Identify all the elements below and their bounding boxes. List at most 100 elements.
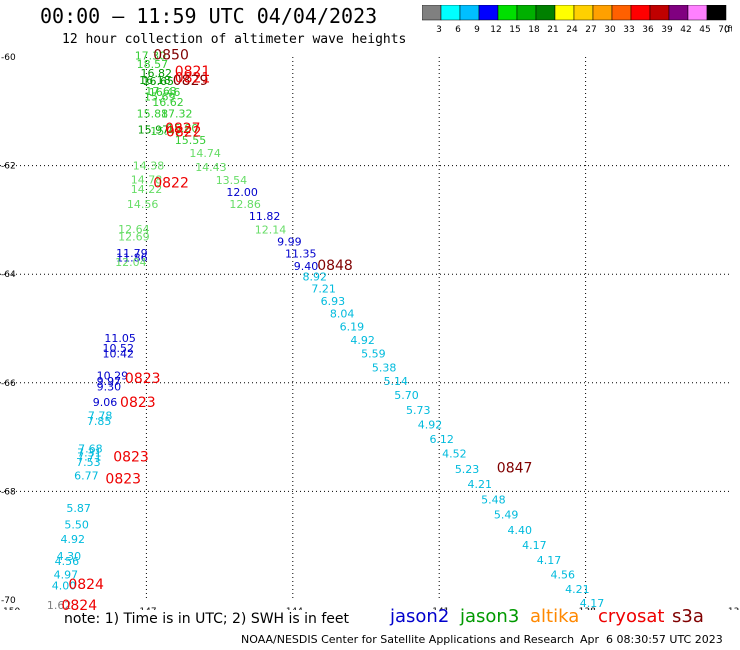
pass-time-label: 0823 (125, 371, 161, 387)
grid-lines (0, 57, 732, 600)
colorbar-label: 18 (528, 25, 540, 35)
units-note: note: 1) Time is in UTC; 2) SWH is in fe… (64, 611, 350, 627)
x-tick-label: -150 (0, 607, 20, 610)
wave-height-label: 14.43 (195, 161, 227, 174)
wave-height-label: 11.86 (116, 252, 148, 265)
pass-time-label: 0824 (61, 598, 97, 610)
wave-height-label: 17.30 (135, 50, 167, 63)
pass-time-label: 0822 (166, 124, 202, 140)
wave-height-label: 7.71 (77, 450, 102, 463)
wave-height-label: 5.59 (361, 347, 386, 360)
pass-time-label: 0821 (175, 71, 211, 87)
wave-height-label: 14.74 (189, 147, 221, 160)
wave-height-label: 7.85 (87, 415, 112, 428)
legend-jason2: jason2 (390, 606, 450, 627)
footer-timestamp: Apr 6 08:30:57 UTC 2023 (580, 633, 723, 646)
wave-height-plot: -150 -147 -144 -141 -138 -13 -60 -62 -64 -66 -68 -7… (0, 48, 740, 610)
wave-height-label: 7.53 (76, 456, 101, 469)
colorbar-unit: (ft) (724, 25, 732, 35)
wave-height-label: 4.52 (442, 448, 467, 461)
wave-height-label: 4.17 (580, 597, 605, 610)
pass-time-label: 0848 (317, 258, 353, 274)
wave-height-label: 4.56 (550, 568, 575, 581)
colorbar-swatch (706, 5, 727, 21)
wave-height-label: 14.38 (133, 159, 165, 172)
y-tick-label: -66 (1, 379, 16, 389)
colorbar-label: 12 (490, 25, 501, 35)
wave-height-label: 4.92 (350, 334, 375, 347)
wave-height-label: 5.49 (494, 509, 518, 522)
wave-height-label: 7.68 (78, 442, 103, 455)
wave-height-label: 9.06 (93, 396, 118, 409)
x-tick-label: -141 (429, 607, 449, 610)
pass-time-labels: 0850082108290821082708220822084808230823… (61, 48, 532, 610)
wave-height-label: 10.42 (102, 347, 134, 360)
wave-height-label: 6.12 (429, 433, 454, 446)
wave-height-label: 15.55 (175, 134, 207, 147)
colorbar-label: 15 (509, 25, 520, 35)
wave-height-label: 9.99 (277, 235, 302, 248)
y-tick-label: -60 (1, 53, 16, 63)
wave-height-label: 4.97 (54, 568, 79, 581)
y-tick-label: -68 (1, 487, 16, 497)
x-tick-label: -13 (725, 607, 740, 610)
colorbar-label: 33 (623, 25, 634, 35)
colorbar-label: 30 (604, 25, 616, 35)
wave-height-label: 5.38 (372, 361, 397, 374)
legend-s3a: s3a (672, 606, 704, 627)
wave-height-label: 5.14 (384, 375, 409, 388)
y-tick-label: -64 (1, 270, 16, 280)
colorbar-label: 21 (547, 25, 558, 35)
wave-height-label: 12.14 (255, 223, 287, 236)
pass-time-label: 0829 (173, 73, 209, 89)
wave-height-label: 15.47 (150, 125, 182, 138)
wave-height-label: 8.04 (330, 308, 355, 321)
wave-height-label: 14.56 (127, 198, 159, 211)
wave-height-label: 5.50 (64, 518, 89, 531)
x-tick-label: -138 (575, 607, 596, 610)
pass-time-label: 0847 (497, 460, 533, 476)
wave-height-label: 18.57 (137, 58, 169, 71)
wave-height-label: 7.21 (311, 283, 336, 296)
chart-title: 00:00 – 11:59 UTC 04/04/2023 (40, 4, 378, 28)
colorbar-label: 27 (585, 25, 596, 35)
wave-height-label: 4.92 (61, 533, 86, 546)
wave-height-label: 11.82 (249, 210, 281, 223)
wave-height-label: 15.97 (138, 124, 170, 137)
wave-height-label: 5.48 (481, 493, 506, 506)
wave-height-label: 6.77 (74, 469, 99, 482)
colorbar-label: 3 (436, 25, 442, 35)
colorbar-label: 24 (566, 25, 578, 35)
wave-height-label: 1.62 (47, 599, 72, 610)
pass-time-label: 0823 (105, 471, 141, 487)
wave-height-label: 17.63 (145, 85, 177, 98)
wave-height-label: 15.69 (144, 90, 176, 103)
wave-height-label: 16.18 (139, 74, 171, 87)
wave-height-label: 7.78 (88, 410, 113, 423)
pass-time-label: 0824 (68, 577, 104, 593)
wave-height-label: 4.21 (468, 478, 493, 491)
x-tick-label: -147 (136, 607, 156, 610)
pass-time-label: 0823 (120, 395, 156, 411)
y-tick-label: -62 (1, 162, 16, 172)
wave-height-label: 11.05 (104, 332, 136, 345)
pass-time-label: 0822 (153, 175, 189, 191)
wave-height-label: 6.93 (321, 295, 346, 308)
colorbar-label: 6 (455, 25, 461, 35)
x-tick-label: -144 (283, 607, 304, 610)
y-tick-label: -70 (1, 596, 16, 606)
wave-height-label: 4.17 (537, 554, 562, 567)
wave-height-label: 9.97 (97, 375, 122, 388)
wave-height-label: 11.79 (116, 247, 148, 260)
wave-height-label: 10.29 (97, 370, 128, 383)
wave-height-label: 12.00 (226, 186, 258, 199)
colorbar-label: 42 (680, 25, 691, 35)
wave-height-label: 14.22 (131, 183, 163, 196)
wave-height-label: 5.23 (455, 463, 480, 476)
pass-time-label: 0821 (175, 64, 211, 80)
wave-height-label: 5.73 (406, 404, 431, 417)
wave-height-label: 15.88 (137, 107, 169, 120)
colorbar-label: 36 (642, 25, 654, 35)
colorbar-label: 39 (661, 25, 673, 35)
